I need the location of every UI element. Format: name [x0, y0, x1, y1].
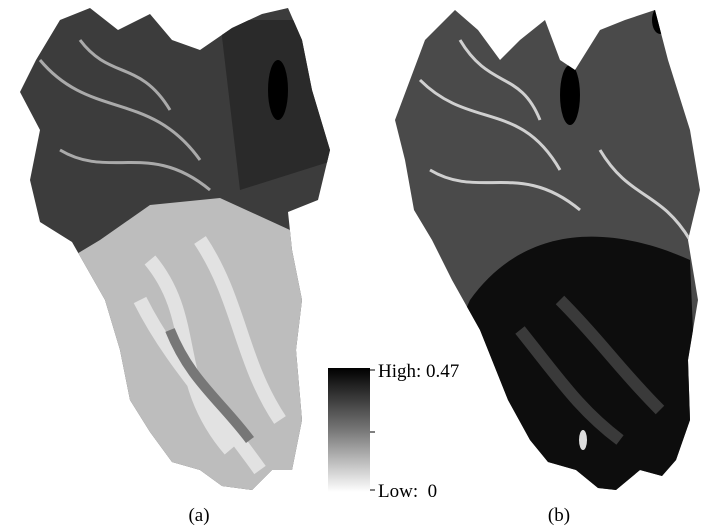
map-a [0, 0, 340, 500]
legend-low-label: Low: 0 [378, 481, 437, 502]
map-b [380, 0, 704, 500]
panel-caption: (b) [548, 505, 570, 526]
panel-caption: (a) [188, 505, 209, 526]
legend-colorbar [328, 368, 370, 492]
legend-high-label: High: 0.47 [378, 361, 459, 382]
figure: High: 0.47 Low: 0 (a) (b) [0, 0, 704, 529]
